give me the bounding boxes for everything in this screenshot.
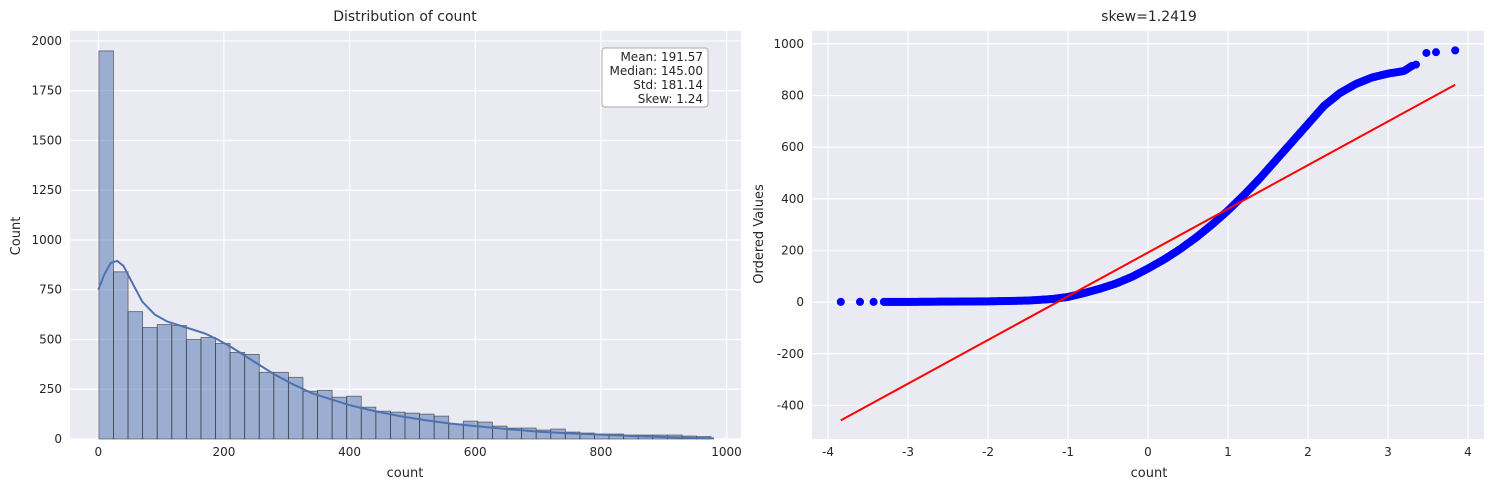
hist-bar	[360, 406, 377, 440]
qq-point	[1412, 60, 1420, 69]
hist-bars	[98, 50, 712, 440]
stats-box-frame	[601, 47, 709, 108]
qq-point	[1422, 48, 1431, 57]
hist-y-tick-label: 2000	[31, 34, 62, 48]
hist-bar	[142, 327, 158, 440]
hist-x-tick-label: 200	[212, 445, 235, 459]
hist-bar	[273, 371, 289, 440]
histogram-chart: 0 200 400 600 800 1000 0 250 500 750 1000 1250 1500 1…	[9, 9, 742, 481]
qq-y-tick-label: -200	[777, 347, 804, 361]
qq-point	[1451, 46, 1460, 55]
hist-y-tick-label: 1000	[31, 233, 62, 247]
stats-mean: Mean: 191.57	[620, 50, 703, 64]
hist-bar	[185, 339, 202, 440]
qq-x-tick-label: 0	[1144, 445, 1152, 459]
stats-std: Std: 181.14	[633, 78, 703, 92]
hist-bar	[127, 311, 144, 440]
hist-bar	[346, 395, 362, 440]
hist-bar	[113, 271, 129, 440]
qq-point	[836, 297, 845, 306]
hist-bar	[302, 390, 318, 440]
qq-point	[1432, 48, 1440, 57]
qq-plot-chart: -4 -3 -2 -1 0 1 2 3 4 -400 -200 0 200 400 600 800 1000 s…	[752, 9, 1484, 481]
hist-bar	[171, 325, 187, 440]
qq-y-tick-label: 200	[781, 243, 804, 257]
hist-bar	[229, 352, 246, 440]
qq-title: skew=1.2419	[1101, 9, 1197, 25]
qq-x-label: count	[1131, 466, 1168, 481]
qq-x-tick-label: 2	[1304, 445, 1312, 459]
hist-x-tick-label: 0	[94, 445, 102, 459]
qq-fit-line	[840, 83, 1456, 422]
qq-axes: -4 -3 -2 -1 0 1 2 3 4 -400 -200 0 200 400 600 800 1000	[773, 31, 1484, 459]
qq-y-tick-label: -400	[777, 398, 804, 412]
qq-x-tick-label: 1	[1224, 445, 1232, 459]
kde-curve	[97, 259, 715, 440]
qq-point	[880, 297, 888, 306]
hist-y-tick-label: 0	[54, 432, 62, 446]
hist-y-tick-label: 1250	[31, 183, 62, 197]
hist-y-tick-label: 750	[39, 283, 62, 297]
hist-y-tick-label: 250	[39, 382, 62, 396]
qq-y-tick-label: 800	[781, 89, 804, 103]
hist-bar	[98, 50, 114, 440]
hist-bar	[215, 343, 231, 440]
hist-bar	[244, 354, 260, 440]
qq-x-tick-label: 4	[1464, 445, 1472, 459]
hist-bar	[462, 420, 479, 440]
hist-bar	[200, 337, 216, 440]
qq-y-tick-label: 400	[781, 192, 804, 206]
hist-x-tick-label: 800	[589, 445, 612, 459]
qq-point	[856, 297, 864, 306]
qq-y-tick-label: 600	[781, 140, 804, 154]
qq-x-tick-label: -4	[822, 445, 834, 459]
hist-stats-box: Mean: 191.57 Median: 145.00 Std: 181.14 …	[601, 47, 709, 108]
qq-point	[869, 297, 878, 306]
hist-y-label: Count	[9, 217, 24, 256]
hist-x-tick-label: 600	[464, 445, 487, 459]
hist-bar	[156, 324, 173, 440]
hist-bar	[375, 410, 391, 440]
hist-bar	[433, 415, 450, 440]
qq-x-tick-label: -3	[902, 445, 914, 459]
hist-x-tick-label: 1000	[711, 445, 742, 459]
hist-bar	[477, 421, 493, 440]
qq-x-tick-label: 3	[1384, 445, 1392, 459]
hist-x-tick-label: 400	[338, 445, 361, 459]
hist-y-tick-label: 1750	[31, 84, 62, 98]
qq-y-label: Ordered Values	[752, 184, 767, 284]
hist-bar	[448, 423, 464, 440]
stats-median: Median: 145.00	[610, 64, 704, 78]
hist-x-label: count	[387, 466, 424, 481]
stats-skew: Skew: 1.24	[638, 92, 703, 106]
hist-title: Distribution of count	[333, 9, 477, 25]
hist-bar	[419, 413, 435, 440]
qq-y-tick-label: 0	[796, 295, 804, 309]
qq-y-tick-label: 1000	[773, 37, 804, 51]
hist-y-tick-label: 1500	[31, 133, 62, 147]
qq-x-tick-label: -2	[982, 445, 994, 459]
hist-bar	[258, 371, 275, 440]
hist-y-tick-label: 500	[39, 332, 62, 346]
qq-x-tick-label: -1	[1062, 445, 1074, 459]
